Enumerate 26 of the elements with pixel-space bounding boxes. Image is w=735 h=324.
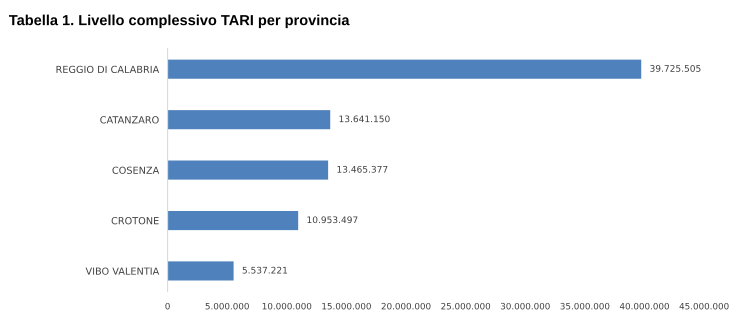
y-tick-label: CATANZARO bbox=[100, 116, 159, 124]
x-tick-label: 30.000.000 bbox=[500, 302, 550, 310]
x-tick-label: 10.000.000 bbox=[262, 302, 312, 310]
bar bbox=[168, 261, 234, 281]
x-tick-label: 25.000.000 bbox=[441, 302, 490, 310]
x-tick-label: 35.000.000 bbox=[560, 302, 610, 310]
y-tick-label: VIBO VALENTIA bbox=[86, 267, 160, 275]
y-tick-label: CROTONE bbox=[112, 217, 159, 224]
data-label: 13.641.150 bbox=[340, 115, 390, 122]
data-label: 39.725.505 bbox=[650, 65, 700, 72]
bar bbox=[168, 210, 298, 230]
data-label: 13.465.377 bbox=[337, 166, 388, 173]
x-tick-label: 0 bbox=[165, 302, 170, 310]
x-tick-label: 5.000.000 bbox=[206, 302, 249, 310]
data-label: 5.537.221 bbox=[242, 266, 288, 274]
x-tick-label: 15.000.000 bbox=[322, 302, 371, 310]
x-tick-label: 40.000.000 bbox=[620, 302, 669, 310]
y-tick-label: COSENZA bbox=[112, 166, 160, 174]
bar bbox=[168, 110, 330, 130]
bar bbox=[168, 60, 642, 79]
x-tick-label: 20.000.000 bbox=[382, 302, 431, 310]
chart-title: Tabella 1. Livello complessivo TARI per provincia bbox=[8, 14, 350, 28]
x-tick-label: 45.000.000 bbox=[680, 302, 729, 310]
bar bbox=[168, 160, 328, 180]
y-tick-label: REGGIO DI CALABRIA bbox=[56, 66, 160, 74]
data-label: 10.953.497 bbox=[308, 216, 358, 224]
